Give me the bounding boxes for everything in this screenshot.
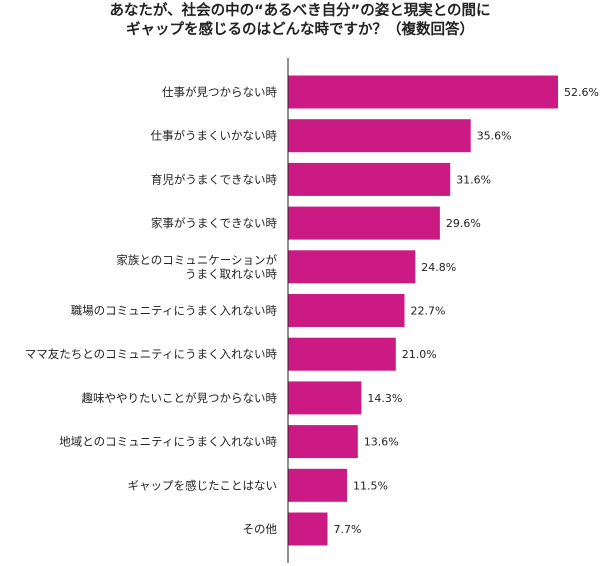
- category-label: ママ友たちとのコミュニティにうまく入れない時: [25, 347, 278, 361]
- bar: [288, 250, 416, 284]
- chart-title: あなたが、社会の中の“あるべき自分”の姿と現実との間に ギャップを感じるのはどん…: [0, 2, 600, 40]
- bar: [288, 294, 405, 327]
- chart-title-line-2: ギャップを感じるのはどんな時ですか？（複数回答）: [126, 22, 474, 38]
- value-label: 14.3%: [367, 392, 402, 405]
- value-label: 29.6%: [446, 217, 481, 230]
- value-label: 35.6%: [477, 130, 512, 143]
- value-label: 24.8%: [421, 261, 456, 274]
- bar: [288, 119, 471, 153]
- value-label: 52.6%: [564, 86, 599, 99]
- category-label: 趣味ややりたいことが見つからない時: [82, 391, 278, 405]
- value-label: 13.6%: [364, 436, 399, 449]
- bar: [288, 425, 358, 459]
- bar: [288, 381, 362, 415]
- bar: [288, 512, 328, 546]
- category-label: 家事がうまくできない時: [151, 216, 278, 230]
- value-label: 22.7%: [411, 305, 446, 318]
- value-label: 31.6%: [456, 173, 491, 186]
- category-label: 地域とのコミュニティにうまく入れない時: [59, 435, 277, 449]
- chart-title-line-1: あなたが、社会の中の“あるべき自分”の姿と現実との間に: [109, 3, 491, 19]
- category-label: 職場のコミュニティにうまく入れない時: [71, 304, 278, 318]
- bar: [288, 162, 451, 196]
- category-label: 仕事がうまくいかない時: [151, 129, 278, 143]
- value-label: 11.5%: [353, 479, 388, 492]
- category-label: 家族とのコミュニケーションが: [116, 253, 277, 267]
- category-label: 仕事が見つからない時: [162, 85, 277, 99]
- category-label: うまく取れない時: [185, 267, 277, 281]
- bar: [288, 75, 558, 109]
- category-label: 育児がうまくできない時: [151, 172, 278, 186]
- category-label: ギャップを感じたことはない: [128, 478, 278, 492]
- bar: [288, 206, 440, 240]
- bar: [288, 337, 396, 371]
- category-label: その他: [243, 522, 278, 536]
- value-label: 7.7%: [334, 523, 362, 536]
- bar: [288, 468, 347, 502]
- value-label: 21.0%: [402, 348, 437, 361]
